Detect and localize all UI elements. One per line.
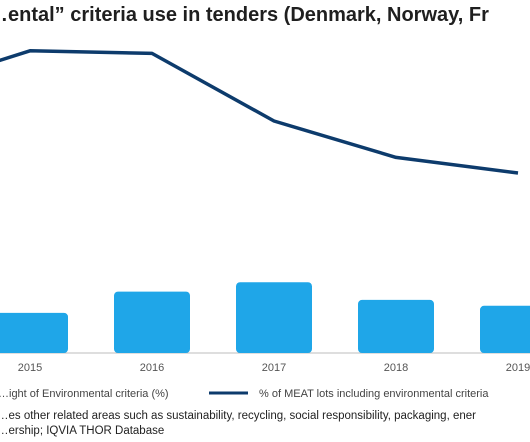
legend-label-bars: …ight of Environmental criteria (%) <box>0 388 169 400</box>
bar-2019 <box>480 305 530 353</box>
chart: 2015 2016 2017 2018 2019 …ight of Environmen… <box>0 49 530 400</box>
x-tick-2018: 2018 <box>384 362 408 374</box>
bar-2016 <box>114 291 190 353</box>
chart-title: …ental” criteria use in tenders (Denmark… <box>0 4 489 26</box>
line-series-meat-lots <box>0 49 519 175</box>
legend: …ight of Environmental criteria (%) % of… <box>0 388 489 400</box>
bars-layer <box>0 282 530 353</box>
footnote: …es other related areas such as sustaina… <box>0 410 476 422</box>
bar-2017 <box>236 282 312 353</box>
source-note: …ership; IQVIA THOR Database <box>0 425 165 437</box>
x-tick-2017: 2017 <box>262 362 286 374</box>
x-tick-2015: 2015 <box>18 362 42 374</box>
bar-2018 <box>358 299 434 353</box>
x-tick-2016: 2016 <box>140 362 164 374</box>
legend-label-line: % of MEAT lots including environmental c… <box>259 388 489 400</box>
line-layer <box>0 49 519 175</box>
bar-2015 <box>0 312 68 353</box>
x-tick-labels: 2015 2016 2017 2018 2019 <box>18 362 530 374</box>
x-tick-2019: 2019 <box>506 362 530 374</box>
